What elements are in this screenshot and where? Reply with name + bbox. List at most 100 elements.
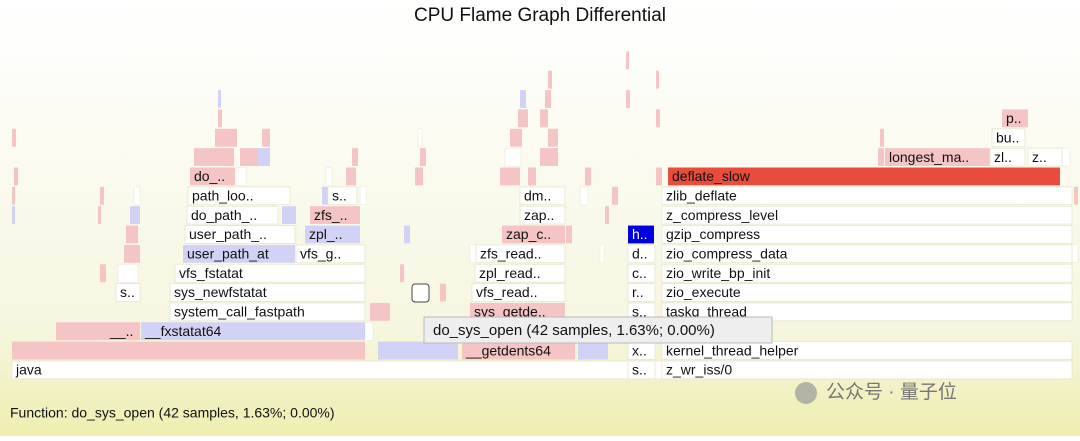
small-frame (124, 244, 140, 263)
frame (627, 263, 656, 283)
frame (661, 341, 1073, 360)
frame (310, 206, 360, 225)
frame-label: d.. (632, 246, 648, 262)
frame-label: gzip_compress (666, 226, 760, 242)
watermark-icon (795, 382, 817, 404)
small-frame (504, 147, 522, 167)
frame (661, 263, 1073, 283)
status-line: Function: do_sys_open (42 samples, 1.63%… (10, 405, 335, 421)
small-frame (100, 186, 104, 205)
small-frame (545, 90, 551, 108)
frame (661, 225, 1073, 244)
small-frame (325, 167, 333, 186)
small-frame (100, 264, 106, 283)
frame-label: dm.. (524, 187, 551, 203)
small-frame (1061, 147, 1071, 167)
small-frame (626, 51, 629, 70)
frame-label: do_.. (194, 168, 225, 184)
small-frame (528, 167, 536, 186)
frame (627, 283, 656, 302)
frame-label: zpl_read.. (479, 265, 540, 281)
small-frame (599, 244, 605, 263)
frame (471, 283, 566, 302)
small-frame (194, 148, 234, 166)
frame (1002, 109, 1028, 128)
tooltip-box (423, 316, 773, 344)
frame (661, 360, 1073, 380)
frame (885, 148, 990, 166)
small-frame (346, 167, 356, 186)
small-frame (420, 148, 426, 166)
small-frame (880, 128, 884, 147)
frame-label: user_path_at (187, 246, 269, 262)
frame-label: s.. (632, 304, 647, 320)
frame-label: zap.. (524, 207, 554, 223)
small-frame (262, 128, 270, 147)
frame (627, 244, 656, 264)
small-frame (352, 148, 358, 166)
frame (668, 167, 1060, 186)
small-frame (548, 128, 558, 147)
frame (462, 341, 575, 360)
frame-label: vfs_read.. (476, 284, 537, 300)
frame-label: z_wr_iss/0 (666, 362, 732, 378)
frame-label: h.. (632, 226, 648, 242)
frame (190, 167, 235, 186)
frame-label: longest_ma.. (889, 149, 969, 165)
frame (989, 147, 1026, 167)
frame-label: path_loo.. (192, 187, 254, 203)
frame-label: c.. (632, 265, 647, 281)
frame-label: x.. (632, 342, 647, 358)
frame-label: sys_newfstatat (174, 284, 267, 300)
small-frame (215, 128, 237, 147)
small-frame (1074, 186, 1078, 205)
small-frame (415, 167, 423, 186)
frame-label: bu.. (996, 129, 1019, 145)
frame (174, 263, 366, 283)
frame (661, 302, 1073, 322)
frame (183, 244, 295, 263)
tooltip-text: do_sys_open (42 samples, 1.63%; 0.00%) (433, 322, 715, 339)
frame (661, 244, 1073, 264)
small-frame (218, 90, 221, 108)
small-frame (12, 341, 365, 360)
frame-label: __getdents64 (465, 342, 551, 358)
small-frame (12, 186, 15, 205)
small-frame (378, 341, 458, 360)
small-frame (98, 206, 101, 225)
frame-label: java (15, 362, 42, 378)
frame (169, 283, 366, 302)
small-frame (258, 148, 270, 166)
frame (141, 322, 365, 341)
frame (106, 322, 140, 341)
small-frame (235, 167, 247, 186)
frame (115, 283, 141, 302)
frame (470, 302, 565, 321)
small-frame (12, 341, 52, 360)
frame (661, 186, 1073, 206)
frame (474, 263, 566, 283)
frame-label: z.. (1032, 149, 1047, 165)
small-frame (878, 148, 884, 166)
small-frames (12, 51, 1079, 360)
small-frame (12, 128, 16, 147)
frame-label: zfs_.. (314, 207, 347, 223)
small-frame (605, 206, 609, 225)
hover-box (411, 283, 430, 303)
small-frame (240, 148, 260, 166)
small-frame (510, 128, 522, 147)
small-frame (585, 167, 591, 186)
small-frame (404, 225, 410, 244)
small-frame (548, 70, 552, 89)
frame-label: taskq_thread (666, 304, 747, 320)
frame-label: s.. (120, 284, 135, 300)
small-frame (133, 186, 141, 205)
frame-label: user_path_.. (189, 226, 267, 242)
frame-label: zio_write_bp_init (666, 265, 770, 281)
frame-label: sys_getde.. (474, 304, 546, 320)
frame (1027, 147, 1063, 167)
small-frame (117, 264, 139, 283)
frame-label: deflate_slow (672, 168, 751, 184)
small-frame (282, 206, 296, 225)
